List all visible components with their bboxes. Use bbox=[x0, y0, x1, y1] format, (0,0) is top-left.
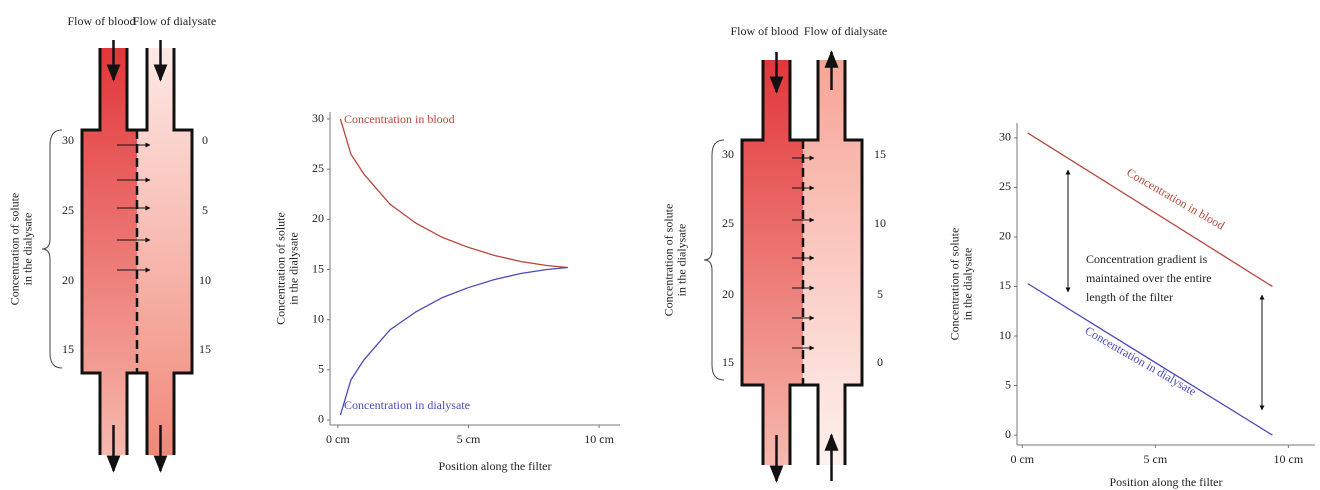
y-tick-label: 25 bbox=[312, 161, 324, 175]
y-tick-label: 15 bbox=[312, 261, 324, 275]
y-tick-label: 30 bbox=[312, 111, 324, 125]
x-axis-label: Position along the filter bbox=[439, 459, 552, 473]
axis-label: Concentration of solute bbox=[661, 204, 675, 317]
y-tick-label: 0 bbox=[1005, 427, 1011, 441]
dialysate-scale-label: 5 bbox=[877, 287, 883, 301]
axis-label: Concentration of solute bbox=[273, 212, 287, 325]
series-label: Concentration in blood bbox=[1124, 165, 1227, 232]
blood-scale-label: 15 bbox=[62, 342, 74, 356]
series-line bbox=[1027, 282, 1273, 436]
dialysate-flow-label: Flow of dialysate bbox=[133, 14, 216, 28]
series-line bbox=[1027, 132, 1273, 288]
dialysate-scale-label: 10 bbox=[874, 216, 886, 230]
y-tick-label: 25 bbox=[999, 179, 1011, 193]
dialysate-scale-label: 0 bbox=[202, 133, 208, 147]
dialysate-scale-label: 15 bbox=[199, 342, 211, 356]
dialysate-scale-label: 10 bbox=[199, 273, 211, 287]
y-tick-label: 30 bbox=[999, 130, 1011, 144]
x-tick-label: 10 cm bbox=[1274, 452, 1304, 466]
blood-flow-label: Flow of blood bbox=[730, 24, 798, 38]
series-label: Concentration in dialysate bbox=[344, 398, 470, 412]
y-tick-label: 20 bbox=[999, 229, 1011, 243]
x-tick-label: 0 cm bbox=[326, 432, 350, 446]
dialysate-compartment bbox=[137, 48, 192, 455]
y-tick-label: 15 bbox=[999, 278, 1011, 292]
annotation: Concentration gradient is bbox=[1086, 252, 1208, 266]
blood-scale-label: 20 bbox=[62, 273, 74, 287]
x-axis-label: Position along the filter bbox=[1110, 475, 1223, 489]
y-tick-label: 5 bbox=[1005, 377, 1011, 391]
dialysate-scale-label: 15 bbox=[874, 147, 886, 161]
blood-compartment bbox=[82, 48, 137, 455]
annotation: length of the filter bbox=[1086, 290, 1173, 304]
series-line bbox=[339, 266, 568, 416]
x-tick-label: 10 cm bbox=[584, 432, 614, 446]
y-tick-label: 10 bbox=[999, 328, 1011, 342]
axis-label: in the dialysate bbox=[960, 248, 974, 321]
axis-label: in the dialysate bbox=[20, 213, 34, 286]
series-line bbox=[339, 118, 568, 269]
blood-scale-label: 25 bbox=[722, 216, 734, 230]
blood-scale-label: 30 bbox=[62, 133, 74, 147]
brace bbox=[41, 129, 63, 369]
series-label: Concentration in dialysate bbox=[1083, 323, 1199, 398]
axis-label: in the dialysate bbox=[286, 232, 300, 305]
blood-scale-label: 25 bbox=[62, 203, 74, 217]
blood-scale-label: 30 bbox=[722, 147, 734, 161]
x-tick-label: 5 cm bbox=[457, 432, 481, 446]
dialysate-scale-label: 0 bbox=[877, 355, 883, 369]
axis-label: Concentration of solute bbox=[7, 193, 21, 306]
y-tick-label: 5 bbox=[318, 362, 324, 376]
y-tick-label: 0 bbox=[318, 412, 324, 426]
blood-compartment bbox=[742, 60, 803, 465]
x-tick-label: 5 cm bbox=[1144, 452, 1168, 466]
annotation: maintained over the entire bbox=[1086, 271, 1212, 285]
x-tick-label: 0 cm bbox=[1010, 452, 1034, 466]
blood-flow-label: Flow of blood bbox=[67, 14, 135, 28]
dialysate-scale-label: 5 bbox=[202, 203, 208, 217]
y-tick-label: 20 bbox=[312, 211, 324, 225]
series-label: Concentration in blood bbox=[344, 112, 455, 126]
dialysate-compartment bbox=[803, 60, 862, 465]
axis-label: Concentration of solute bbox=[947, 228, 961, 341]
brace bbox=[703, 139, 725, 381]
axis-label: in the dialysate bbox=[674, 224, 688, 297]
y-tick-label: 10 bbox=[312, 311, 324, 325]
blood-scale-label: 15 bbox=[722, 355, 734, 369]
dialysate-flow-label: Flow of dialysate bbox=[804, 24, 887, 38]
blood-scale-label: 20 bbox=[722, 287, 734, 301]
